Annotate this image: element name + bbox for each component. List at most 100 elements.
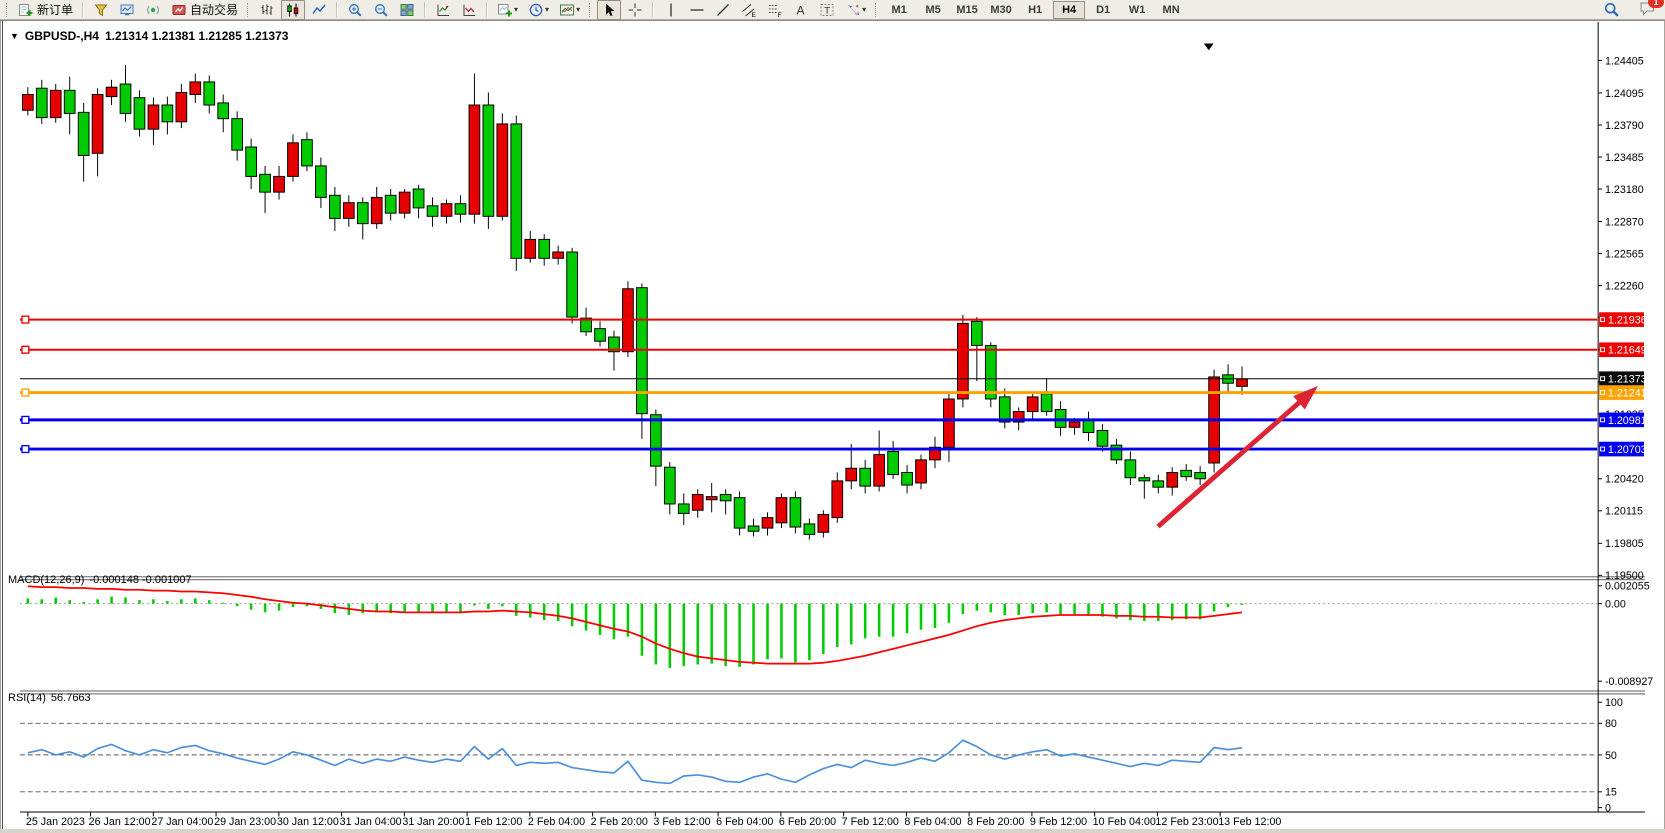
candle [1194, 471, 1207, 480]
template-button[interactable]: ▾ [555, 0, 584, 20]
candle [594, 328, 606, 342]
pane-separator[interactable] [20, 579, 1645, 581]
chat-button[interactable]: 1 [1639, 0, 1664, 19]
auto-trading-button[interactable]: 自动交易 [167, 0, 242, 20]
horizontal-line-1.20981[interactable] [20, 415, 1598, 424]
candle [761, 517, 774, 529]
pane-separator[interactable] [20, 693, 1645, 695]
macd-histogram-bar [54, 597, 58, 604]
toolbar-grip[interactable] [6, 2, 9, 17]
chart-collapse-icon[interactable]: ▼ [10, 31, 19, 41]
pane-separator[interactable] [20, 576, 1645, 578]
timeframe-button-M15[interactable]: M15 [956, 3, 978, 16]
macd-histogram-bar [431, 603, 434, 613]
line-anchor-marker[interactable] [21, 415, 30, 424]
line-anchor-marker[interactable] [21, 388, 30, 397]
toolbar-grip[interactable] [589, 2, 592, 17]
macd-histogram-bar [808, 603, 811, 661]
time-axis: 25 Jan 2023 26 Jan 12:00 27 Jan 04:00 29 Ja… [26, 812, 1281, 828]
toolbar-grip[interactable] [875, 2, 878, 17]
timeframe-button-M1[interactable]: M1 [891, 3, 907, 16]
line-anchor-marker[interactable] [21, 444, 30, 454]
template-icon [560, 4, 575, 15]
trendline-button[interactable] [711, 0, 735, 20]
new-order-label: 新订单 [37, 3, 74, 17]
macd-histogram-bar [515, 603, 518, 616]
candle [552, 251, 565, 259]
price-chart[interactable]: 1.24405 1.24095 1.23790 1.23485 1.23180 1.228… [0, 21, 1665, 833]
macd-histogram-bar [1226, 603, 1230, 608]
tile-windows-button[interactable] [395, 0, 419, 20]
macd-histogram-bar [501, 603, 504, 607]
dropdown-caret-icon: ▾ [514, 5, 519, 14]
candle [957, 322, 969, 400]
horizontal-line-button[interactable] [685, 0, 709, 20]
candle [984, 344, 997, 400]
vertical-line-icon [670, 3, 672, 16]
timeframe-button-M30[interactable]: M30 [990, 3, 1012, 16]
zoom-out-button[interactable] [369, 0, 393, 20]
objects-button[interactable] [457, 0, 481, 20]
candle [1082, 419, 1095, 434]
candle [63, 89, 76, 114]
timeframe-button-MN[interactable]: MN [1162, 3, 1180, 16]
timeframe-button-M5[interactable]: M5 [925, 3, 941, 16]
horizontal-line-1.20703[interactable] [20, 444, 1598, 454]
svg-text:A: A [797, 3, 805, 17]
macd-histogram-bar [82, 601, 85, 604]
period-clock-button[interactable]: ▾ [524, 0, 553, 20]
funnel-button[interactable] [89, 0, 113, 20]
market-window-button[interactable] [115, 0, 139, 20]
macd-indicator [20, 585, 1598, 668]
candle [998, 396, 1011, 423]
macd-axis-label: -0.008927 [1605, 676, 1653, 688]
candle [929, 446, 941, 461]
time-tick-label: 2 Feb 04:00 [528, 816, 585, 828]
equidistant-channel-button[interactable]: E [737, 0, 761, 20]
macd-histogram-bar [1170, 603, 1174, 621]
rsi-axis-label: 50 [1605, 750, 1617, 762]
search-button[interactable] [1599, 0, 1624, 20]
crosshair-button[interactable] [623, 0, 647, 20]
macd-histogram-bar [40, 599, 44, 604]
vertical-line-button[interactable] [659, 0, 683, 20]
line-chart-button[interactable] [307, 0, 331, 20]
window-edge [2, 21, 3, 833]
candle [217, 102, 230, 120]
new-order-button[interactable]: 新订单 [14, 0, 77, 20]
line-anchor-marker[interactable] [21, 345, 30, 354]
arrows-button[interactable]: ▾ [841, 0, 870, 20]
indicators-icon [437, 4, 450, 16]
indicators-button[interactable] [431, 0, 455, 20]
signal-button[interactable] [141, 0, 165, 20]
candle [356, 202, 369, 225]
candle [1040, 393, 1053, 413]
horizontal-line-1.21649[interactable] [20, 345, 1598, 354]
timeframe-button-H4[interactable]: H4 [1053, 0, 1086, 19]
toolbar-grip[interactable] [247, 2, 250, 17]
add-indicator-button[interactable]: ▾ [493, 0, 522, 20]
toolbar-right-group: 1 [1598, 0, 1664, 20]
text-label-button[interactable]: T [815, 0, 839, 20]
macd-histogram-bar [445, 603, 448, 612]
candlestick-chart-button[interactable] [281, 0, 306, 20]
pane-separator[interactable] [20, 690, 1645, 692]
horizontal-line-1.21241[interactable] [20, 388, 1598, 397]
text-button[interactable]: A [789, 0, 813, 20]
svg-text:1.20981: 1.20981 [1608, 415, 1647, 427]
time-tick-label: 8 Feb 20:00 [967, 816, 1024, 828]
macd-histogram-bar [570, 603, 574, 627]
horizontal-line-1.21936[interactable] [20, 315, 1598, 324]
timeframe-button-H1[interactable]: H1 [1028, 3, 1043, 16]
cursor-button[interactable] [597, 0, 622, 20]
timeframe-button-W1[interactable]: W1 [1128, 3, 1146, 16]
zoom-in-button[interactable] [343, 0, 367, 20]
chart-shift-marker-icon[interactable] [1203, 43, 1214, 51]
line-anchor-marker[interactable] [21, 315, 30, 324]
timeframe-button-D1[interactable]: D1 [1096, 3, 1111, 16]
macd-histogram-bar [682, 603, 686, 667]
trend-arrow-annotation[interactable] [1156, 386, 1319, 529]
candle [1236, 378, 1248, 387]
fibonacci-button[interactable]: F [763, 0, 787, 20]
bar-chart-button[interactable] [255, 0, 279, 20]
